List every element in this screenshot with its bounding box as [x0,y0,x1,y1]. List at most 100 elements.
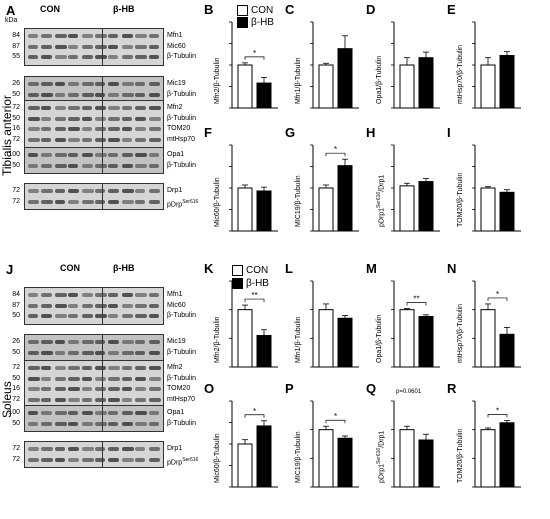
chart-svg [229,144,278,232]
blot-band [148,340,160,345]
blot-band [41,163,53,168]
protein-label: β-Tubulin [167,114,197,122]
blot-band [121,314,133,319]
blot-band [54,340,65,345]
blot-band [81,199,94,204]
blot-band [28,55,38,60]
legend-swatch-con [237,4,248,16]
kda-marker: 87 [12,301,20,309]
blot-band [95,116,106,121]
blot-divider [102,183,103,210]
blot-band [148,153,159,158]
blot-band [121,44,133,49]
blot-band [41,340,54,345]
kda-marker: 50 [12,312,20,320]
kda-header-top: kDa [5,17,18,24]
blot-band [54,303,67,308]
blot-band [41,44,53,49]
p-value: p=0.0601 [396,389,422,395]
kda-marker: 100 [8,151,20,159]
chart-panel-b: B * Mfn2/β-Tubulin [202,2,290,114]
blot-band [54,447,65,452]
blot-band [54,350,65,355]
blot-band [28,92,39,97]
blot-band [41,457,54,462]
blot-band [54,116,66,121]
blot-band [108,350,120,355]
blot-band [135,116,147,121]
blot-band [95,55,107,60]
blot-image [24,183,164,210]
panel-letter: N [447,261,457,276]
blot-band [68,387,81,392]
blot-band [121,376,132,381]
blot-band [28,199,39,204]
blot-band [95,82,105,87]
blot-band [108,106,121,111]
blot-band [54,421,67,426]
y-axis-label: MIC19/β-Tubulin [295,431,302,483]
panel-letter-j: J [6,262,14,277]
blot-band [148,44,159,49]
blot-band [28,397,40,402]
protein-label: TOM20 [167,125,191,133]
blot-band [108,82,120,87]
kda-marker: 16 [12,385,20,393]
blot-band [68,127,81,132]
blot-band [81,82,94,87]
blot-band [148,199,160,204]
blot-image [24,441,164,468]
blot-band [28,153,38,158]
y-axis-label: pDrp1Ser616/Drp1 [376,430,386,483]
blot-band [54,127,66,132]
bar-bhb [256,190,272,232]
kda-marker: 26 [12,80,20,88]
panel-letter: O [204,381,215,396]
blot-band [95,340,105,345]
blot-band [54,137,66,142]
kda-marker: 16 [12,125,20,133]
blot-band [148,397,161,402]
blot-band [81,447,94,452]
protein-label: mtHsp70 [167,135,196,143]
blot-band [54,189,65,194]
blot-band [28,127,40,132]
bar-con [399,185,415,232]
y-axis-label: pDrp1Ser616/Drp1 [376,174,386,227]
blot-band [135,376,147,381]
blot-band [148,366,161,371]
significance-marker: * [496,290,499,299]
blot-band [148,376,161,381]
blot-band [81,116,92,121]
bar-con [318,309,334,368]
blot-band [28,457,39,462]
chart-svg [472,21,521,109]
significance-bracket [487,297,508,301]
chart-svg: * [472,280,521,368]
blot-band [95,376,106,381]
blot-band [135,189,146,194]
blot-band [148,116,161,121]
blot-band [135,34,148,39]
kda-marker: 50 [12,161,20,169]
chart-panel-l: L Mfn1/β-Tubulin [283,261,371,373]
chart-svg: ** [391,280,440,368]
blot-band [81,127,92,132]
blot-band [135,303,148,308]
blot-band [135,137,147,142]
protein-label: mtHsp70 [167,395,196,403]
blot-band [54,411,67,416]
kda-marker: 50 [12,348,20,356]
blot-band [95,314,107,319]
blot-band [28,116,40,121]
blot-band [81,366,92,371]
blot-band [54,92,65,97]
y-axis-label: mtHsp70/β-Tubulin [457,303,464,363]
blot-image [24,76,164,103]
protein-label: Drp1 [167,445,183,453]
blot-band [135,44,148,49]
protein-label: Mic60 [167,301,186,309]
blot-band [121,55,133,60]
blot-band [41,387,52,392]
blot-band [54,314,67,319]
